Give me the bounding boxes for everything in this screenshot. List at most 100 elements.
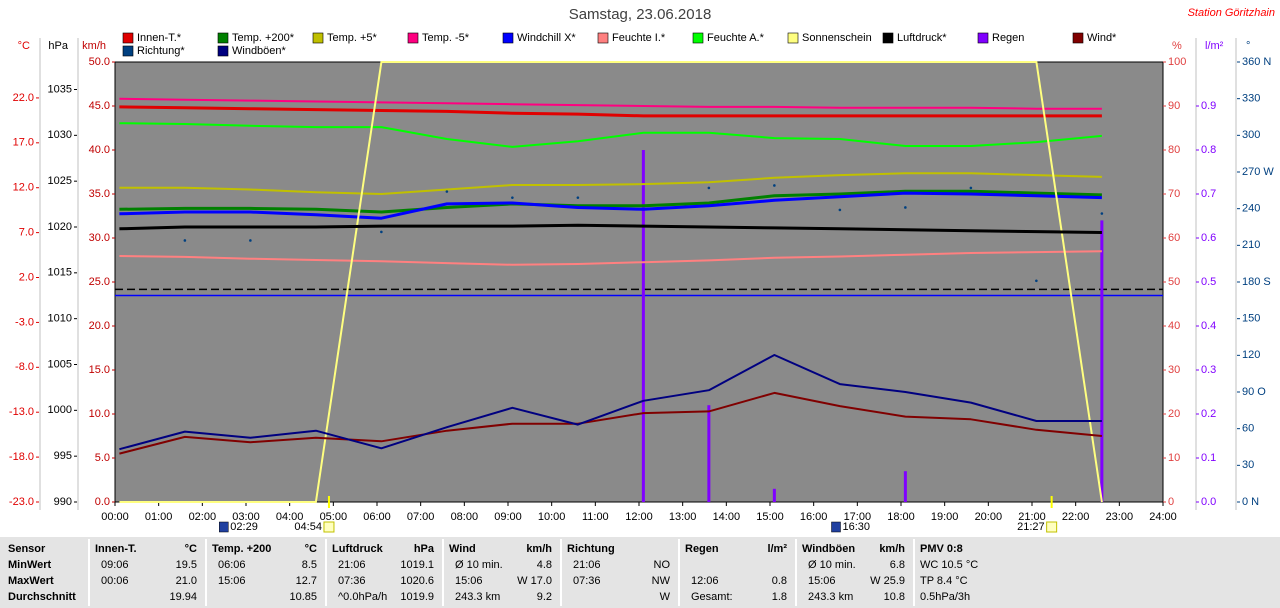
table-cell: 09:06 [101,559,129,571]
legend-label: Feuchte I.* [612,32,666,44]
direction-dot [707,186,711,190]
column-title: Luftdruck [332,543,384,555]
y-tick-label: 1010 [48,313,72,325]
x-tick-label: 20:00 [975,511,1003,523]
axis-unit: km/h [82,40,106,52]
y-tick-label: 25.0 [89,276,110,288]
event-time: 02:29 [230,521,258,533]
axis-unit: °C [18,40,30,52]
table-cell: 21:06 [573,559,601,571]
legend-label: Temp. +200* [232,32,295,44]
table-cell: 6.8 [890,559,905,571]
x-tick-label: 15:00 [756,511,784,523]
table-cell: 243.3 km [455,591,500,603]
table-cell: 15:06 [218,575,246,587]
y-tick-label: 0.9 [1201,100,1216,112]
sun-icon [323,521,335,533]
y-tick-label: 240 [1242,203,1260,215]
rain-bar [1100,220,1104,502]
x-tick-label: 06:00 [363,511,391,523]
column-title: Wind [449,543,476,555]
series-line [119,223,1102,234]
legend-swatch [977,32,989,44]
series-line [119,250,1102,266]
y-tick-label: 180 S [1242,276,1271,288]
x-tick-label: 16:00 [800,511,828,523]
table-cell: Ø 10 min. [808,559,856,571]
row-label: MaxWert [8,575,54,587]
series-line [119,172,1102,195]
legend-swatch [692,32,704,44]
series-line [119,61,1103,503]
y-tick-label: 1025 [48,175,72,187]
row-label: Durchschnitt [8,591,76,603]
y-tick-label: 0.7 [1201,188,1216,200]
y-tick-label: 60 [1168,232,1180,244]
y-tick-label: 60 [1242,423,1254,435]
table-cell: 1.8 [772,591,787,603]
direction-dot [969,186,973,190]
x-tick-label: 04:00 [276,511,304,523]
rain-bar [641,150,645,502]
y-tick-label: 0.1 [1201,452,1216,464]
legend-swatch [407,32,419,44]
table-cell: 0.8 [772,575,787,587]
table-cell: 21.0 [176,575,197,587]
rain-bar [903,471,907,502]
rain-bar [707,405,711,502]
column-title: PMV 0:8 [920,543,963,555]
legend-label: Wind* [1087,32,1117,44]
table-cell: W [660,591,671,603]
table-cell: Gesamt: [691,591,733,603]
y-tick-label: 1015 [48,267,72,279]
y-tick-label: 0.0 [95,496,110,508]
column-unit: km/h [526,543,552,555]
y-tick-label: 0.6 [1201,232,1216,244]
legend-swatch [882,32,894,44]
x-tick-label: 10:00 [538,511,566,523]
y-tick-label: -23.0 [9,496,34,508]
y-tick-label: 20.0 [89,320,110,332]
legend-label: Windchill X* [517,32,576,44]
axis-unit: % [1172,40,1182,52]
event-time: 04:54 [294,521,322,533]
x-tick-label: 14:00 [713,511,741,523]
x-tick-label: 13:00 [669,511,697,523]
table-cell: 243.3 km [808,591,853,603]
y-tick-label: 0.0 [1201,496,1216,508]
plot-area [114,61,1164,503]
axis-unit: hPa [48,40,68,52]
legend-swatch [597,32,609,44]
legend-swatch [502,32,514,44]
y-tick-label: 120 [1242,349,1260,361]
legend-label: Sonnenschein [802,32,872,44]
y-tick-label: -18.0 [9,451,34,463]
y-tick-label: 1020 [48,221,72,233]
row-label: MinWert [8,559,52,571]
table-cell: 0.5hPa/3h [920,591,970,603]
y-tick-label: -8.0 [15,361,34,373]
station-name: Station Göritzhain [1188,7,1275,19]
table-cell: 10.85 [289,591,317,603]
y-tick-label: 330 [1242,93,1260,105]
table-cell: W 25.9 [870,575,905,587]
y-tick-label: 10.0 [89,408,110,420]
column-unit: °C [185,543,197,555]
legend-label: Feuchte A.* [707,32,765,44]
table-cell: W 17.0 [517,575,552,587]
series-line [119,391,1102,455]
x-tick-label: 11:00 [582,511,609,523]
y-tick-label: 1000 [48,404,72,416]
y-tick-label: 990 [54,496,72,508]
series-line [119,122,1102,148]
table-cell: NW [652,575,671,587]
y-tick-label: 15.0 [89,364,110,376]
x-tick-label: 22:00 [1062,511,1090,523]
y-tick-label: 300 [1242,129,1260,141]
legend-swatch [787,32,799,44]
direction-dot [1035,279,1038,283]
legend-swatch [312,32,324,44]
column-unit: l/m² [767,543,787,555]
